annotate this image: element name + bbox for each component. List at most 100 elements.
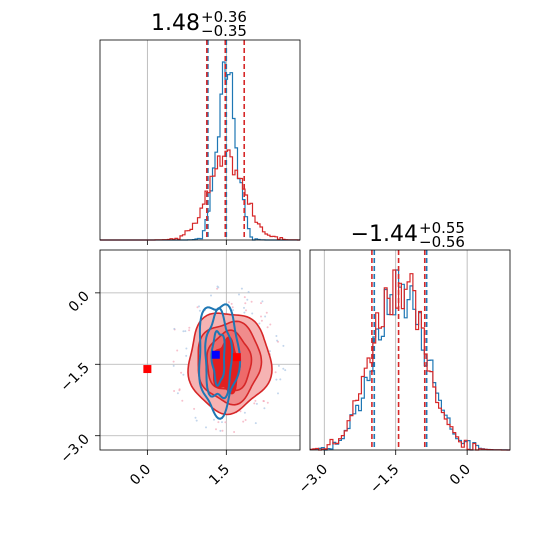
joint-scatter-dot [260,315,262,318]
joint-scatter-dot [176,349,179,352]
joint-scatter-dot [194,416,197,419]
joint-scatter-dot [188,326,191,329]
joint-scatter-dot [254,422,257,425]
right-hist-red [310,269,510,451]
joint-y-tick-label-2: −3.0 [57,431,92,466]
joint-scatter-dot [265,311,268,314]
joint-scatter-dot [282,344,285,347]
joint-scatter-dot [215,428,217,431]
joint-scatter-dot [266,401,269,404]
joint-scatter-dot [261,300,264,303]
joint-scatter-dot [182,373,185,376]
joint-scatter-dot [198,309,201,312]
joint-scatter-dot [276,339,279,342]
joint-scatter-dot [279,378,282,381]
joint-scatter-dot [228,301,230,304]
joint-scatter-dot [253,402,256,405]
joint-scatter-dot [239,410,242,413]
joint-scatter-dot [221,429,224,432]
joint-scatter-dot [180,371,183,374]
blue-contour-level-0 [198,303,242,420]
joint-scatter-dot [182,330,185,333]
panel-joint: 0.0 1.5 0.0 −1.5 −3.0 [57,249,301,489]
joint-scatter-dot [196,306,199,309]
joint-scatter-dot [275,335,278,337]
marker-red-point-1 [143,365,152,374]
right-tick-label-0: −3.0 [296,462,331,497]
joint-x-tick-label-1: 1.5 [206,462,233,489]
joint-scatter-dot [269,323,272,326]
joint-scatter-dot [258,322,261,325]
panel-marginal-y-bg [310,250,510,450]
marginal-y-title-plus: +0.55 [419,219,465,237]
joint-scatter-dot [250,300,253,303]
joint-scatter-dot [266,326,269,329]
joint-scatter-dot [221,421,223,424]
marginal-x-title-value: 1.48 [151,11,200,36]
joint-scatter-dot [172,360,175,363]
joint-scatter-dot [184,330,187,333]
joint-scatter-dot [216,285,219,288]
joint-scatter-dot [238,293,240,296]
panel-marginal-x: 1.48 +0.36 −0.35 [99,8,301,245]
joint-x-tick-label-0: 0.0 [127,462,154,489]
joint-scatter-dot [173,390,176,392]
joint-scatter-dot [230,302,233,305]
marginal-y-title-minus: −0.56 [419,233,465,251]
marginal-x-title-plus: +0.36 [201,8,247,26]
joint-scatter-dot [232,309,235,312]
joint-scatter-dot [251,312,254,315]
joint-scatter-dot [260,319,263,322]
joint-scatter-dot [198,305,200,308]
joint-scatter-dot [284,369,287,372]
joint-scatter-dot [243,411,246,414]
blue-contour-level-2 [210,330,226,387]
joint-scatter-dot [172,364,175,367]
joint-scatter-dot [277,364,280,367]
joint-scatter-dot [246,298,249,301]
joint-scatter-dot [219,429,222,432]
joint-y-tick-label-0: 0.0 [66,288,93,315]
joint-scatter-dot [185,347,188,350]
joint-scatter-dot [245,309,247,312]
joint-scatter-dot [178,389,181,392]
panel-marginal-x-frame [99,39,301,241]
joint-scatter-dot [243,296,246,299]
blue-contour-level-1 [204,307,234,400]
right-tick-label-2: 0.0 [447,462,474,489]
joint-scatter-dot [240,287,243,290]
joint-scatter-dot [185,354,188,357]
joint-scatter-dot [242,420,245,423]
joint-scatter-dot [233,431,236,433]
joint-scatter-dot [210,294,212,297]
joint-scatter-dot [255,402,258,405]
marginal-x-title-minus: −0.35 [201,22,247,40]
joint-scatter-dot [268,350,271,353]
joint-scatter-dot [277,392,279,395]
joint-scatter-dot [262,400,265,403]
joint-scatter-dot [205,426,207,429]
joint-scatter-dot [217,421,220,424]
joint-scatter-dot [264,315,267,318]
joint-scatter-dot [195,419,198,422]
joint-scatter-dot [213,418,215,421]
joint-y-tick-label-1: −1.5 [57,360,92,395]
marker-red-point-2 [232,353,241,362]
right-tick-label-1: −1.5 [367,462,402,497]
joint-scatter-dot [188,329,191,332]
joint-scatter-dot [282,367,285,370]
joint-scatter-dot [243,306,245,309]
panel-marginal-x-bg [100,40,300,240]
joint-scatter-dot [263,407,266,410]
joint-scatter-dot [274,371,277,374]
marker-blue-point [211,350,220,359]
joint-scatter-dot [173,327,176,330]
joint-scatter-dot [176,392,179,395]
joint-scatter-dot [243,311,246,314]
panel-marginal-y: −1.44 +0.55 −0.56 −3.0 −1.5 0.0 [296,219,511,497]
joint-scatter-dot [181,399,184,402]
joint-scatter-dot [231,306,234,309]
joint-scatter-dot [247,291,250,293]
joint-scatter-dot [244,302,247,305]
